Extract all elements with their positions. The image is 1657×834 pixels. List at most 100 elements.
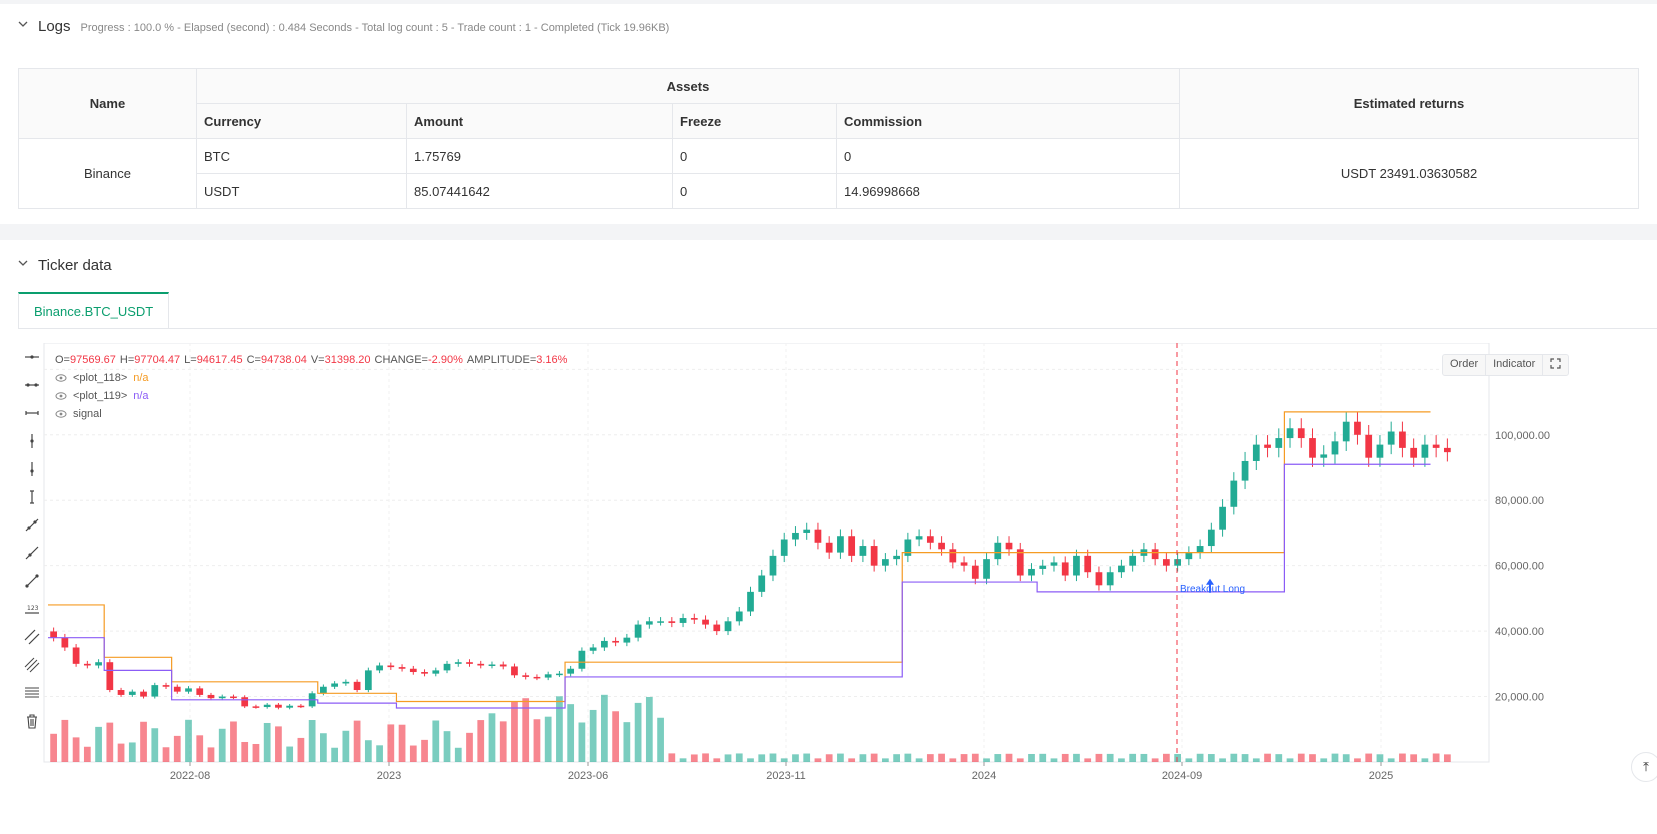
ohlc-value: 3.16%	[536, 354, 568, 366]
candle-body	[263, 704, 271, 708]
eye-icon[interactable]	[55, 408, 67, 420]
volume-bar	[72, 737, 80, 762]
candlestick-chart[interactable]: 20,000.00 40,000.00 60,000.00 80,000.00 100,…	[18, 343, 1657, 829]
candle-body	[421, 672, 428, 674]
candle-body	[837, 536, 844, 553]
volume-bar	[364, 740, 372, 762]
volume-bar	[623, 722, 631, 762]
candle-body	[792, 532, 799, 540]
currency-header: Currency	[196, 103, 407, 139]
candle-body	[983, 559, 990, 579]
vertical-ray-icon[interactable]	[18, 455, 46, 483]
fib-channel-icon[interactable]	[18, 651, 46, 679]
volume-bar	[758, 754, 766, 762]
legend-plot-118[interactable]: <plot_118> n/a	[55, 369, 567, 387]
ray-line-icon[interactable]	[18, 539, 46, 567]
candle-body	[1376, 444, 1384, 458]
candle-body	[1241, 460, 1249, 481]
volume-bar	[634, 702, 642, 762]
volume-bar	[1410, 754, 1418, 762]
chevron-down-icon[interactable]	[18, 19, 28, 29]
volume-bar	[1174, 753, 1181, 762]
ticker-header[interactable]: Ticker data	[18, 257, 112, 274]
candle-body	[949, 549, 957, 563]
volume-bar	[668, 753, 676, 762]
candle-body	[713, 624, 721, 632]
candle-body	[882, 559, 889, 566]
ohlc-key: H=	[119, 354, 135, 366]
volume-bar	[825, 754, 833, 762]
vertical-line-icon[interactable]	[18, 427, 46, 455]
eye-icon[interactable]	[55, 372, 67, 384]
trend-line-icon[interactable]	[18, 511, 46, 539]
candle-body	[679, 618, 687, 623]
candle-body	[196, 688, 204, 695]
trash-icon[interactable]	[18, 707, 46, 735]
arrow-up-icon: ⤒	[1643, 759, 1649, 774]
tab-binance-btc-usdt[interactable]: Binance.BTC_USDT	[18, 292, 170, 328]
order-button[interactable]: Order	[1443, 355, 1487, 375]
candle-body	[83, 663, 91, 666]
candle-body	[218, 696, 226, 699]
ohlc-value: 31398.20	[324, 354, 371, 366]
volume-bar	[1331, 753, 1339, 762]
legend-signal[interactable]: signal	[55, 405, 567, 423]
price-label-icon[interactable]: 123	[18, 595, 46, 623]
horizontal-segment-icon[interactable]	[18, 399, 46, 427]
volume-bar	[915, 758, 923, 762]
candle-body	[758, 575, 766, 592]
volume-bar	[466, 732, 473, 762]
volume-bar	[1286, 758, 1294, 762]
signal-arrow	[1206, 578, 1214, 593]
candle-body	[1410, 447, 1418, 458]
segment-line-icon[interactable]	[18, 567, 46, 595]
volume-bar	[949, 758, 957, 762]
estimated-returns-header: Estimated returns	[1179, 68, 1639, 139]
volume-bar	[1309, 754, 1316, 762]
candle-body	[556, 673, 563, 676]
volume-bar	[1297, 753, 1305, 762]
candle-body	[1219, 506, 1226, 530]
horizontal-line-icon[interactable]	[18, 371, 46, 399]
vertical-segment-icon[interactable]	[18, 483, 46, 511]
volume-bar	[1399, 753, 1406, 762]
candle-body	[994, 542, 1002, 560]
fib-retracement-icon[interactable]	[18, 679, 46, 707]
volume-bar	[83, 746, 91, 762]
volume-bar	[1196, 753, 1204, 762]
scroll-to-top-button[interactable]: ⤒	[1631, 752, 1657, 782]
legend-plot-119[interactable]: <plot_119> n/a	[55, 387, 567, 405]
horizontal-ray-icon[interactable]	[18, 343, 46, 371]
candle-body	[1073, 555, 1080, 576]
volume-bar	[387, 724, 395, 762]
eye-icon[interactable]	[55, 390, 67, 402]
volume-bar	[544, 716, 552, 762]
volume-bar	[320, 733, 327, 762]
indicator-button[interactable]: Indicator	[1486, 355, 1544, 375]
candle-body	[938, 542, 945, 550]
chevron-down-icon[interactable]	[18, 258, 28, 268]
candle-body	[859, 546, 867, 556]
logs-header[interactable]: Logs Progress : 100.0 % - Elapsed (secon…	[18, 18, 669, 35]
volume-bar	[342, 730, 350, 762]
volume-bar	[196, 735, 204, 762]
fullscreen-button[interactable]	[1543, 355, 1568, 375]
volume-bar	[533, 719, 541, 762]
volume-bar	[780, 758, 788, 762]
volume-bar	[376, 745, 383, 762]
ohlc-value: 97704.47	[134, 354, 181, 366]
volume-bar	[882, 758, 889, 762]
volume-bar	[994, 754, 1002, 762]
volume-bar	[657, 717, 664, 762]
parallel-channel-icon[interactable]	[18, 623, 46, 651]
candle-body	[724, 621, 732, 632]
volume-bar	[1387, 758, 1395, 762]
candle-body	[522, 675, 530, 677]
volume-bar	[1163, 753, 1170, 762]
volume-bar	[1050, 758, 1058, 762]
candle-body	[61, 637, 69, 648]
candle-body	[241, 697, 249, 707]
candle-body	[1230, 480, 1238, 507]
ohlc-value: 94738.04	[260, 354, 307, 366]
candle-body	[1207, 529, 1215, 547]
